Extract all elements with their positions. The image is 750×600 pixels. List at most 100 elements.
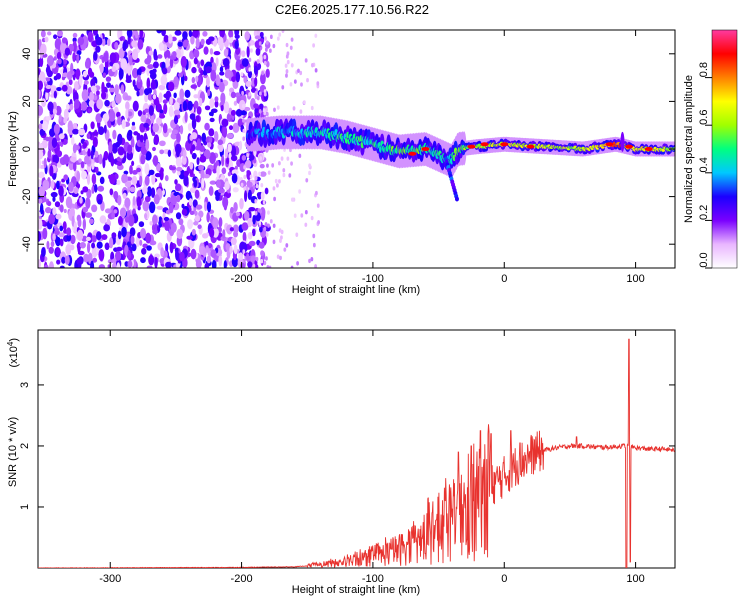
noise-cell	[241, 90, 245, 96]
noise-cell	[206, 201, 212, 213]
ridge-branch	[454, 196, 459, 202]
noise-cell	[109, 173, 116, 185]
noise-cell	[96, 90, 100, 96]
noise-cell	[91, 131, 99, 136]
noise-cell	[163, 216, 170, 222]
noise-cell	[272, 43, 276, 49]
noise-cell	[282, 172, 286, 178]
noise-cell	[64, 47, 71, 56]
noise-cell	[183, 174, 189, 187]
noise-cell	[290, 197, 294, 202]
noise-cell	[264, 222, 268, 227]
noise-cell	[260, 259, 264, 264]
noise-cell	[283, 247, 287, 252]
noise-cell	[136, 196, 142, 208]
noise-cell	[150, 114, 155, 125]
x-tick-label: 0	[501, 573, 507, 585]
noise-cell	[277, 161, 281, 166]
noise-cell	[242, 136, 246, 141]
noise-cell	[82, 70, 88, 78]
noise-cell	[258, 171, 261, 177]
noise-cell	[186, 235, 193, 240]
noise-cell	[172, 51, 177, 58]
noise-cell	[209, 48, 214, 55]
ridge-core	[273, 132, 278, 139]
noise-cell	[239, 262, 245, 268]
noise-cell	[117, 194, 122, 206]
noise-cell	[117, 116, 122, 126]
noise-cell	[232, 122, 240, 134]
noise-cell	[162, 67, 168, 75]
noise-cell	[298, 153, 302, 159]
noise-cell	[45, 115, 52, 121]
noise-cell	[72, 52, 76, 63]
snr-y-axis-label: SNR (10 * v/v)	[7, 417, 19, 487]
spectrogram-x-axis-label: Height of straight line (km)	[292, 284, 420, 296]
noise-cell	[91, 185, 95, 194]
noise-cell	[65, 244, 72, 256]
noise-cell	[278, 32, 282, 37]
noise-cell	[106, 38, 111, 47]
noise-cell	[106, 82, 111, 89]
noise-cell	[254, 90, 258, 100]
noise-cell	[175, 145, 180, 158]
noise-cell	[52, 154, 60, 164]
noise-cell	[41, 98, 47, 108]
noise-cell	[217, 36, 224, 46]
noise-cell	[244, 210, 250, 221]
noise-cell	[190, 248, 197, 260]
noise-cell	[222, 57, 230, 67]
noise-cell	[131, 243, 137, 252]
noise-cell	[247, 70, 253, 79]
noise-cell	[53, 90, 57, 99]
noise-cell	[170, 222, 177, 233]
noise-cell	[226, 157, 230, 165]
noise-cell	[76, 183, 81, 189]
noise-cell	[55, 247, 61, 257]
noise-cell	[285, 69, 289, 74]
noise-cell	[90, 121, 95, 130]
x-tick-label: 100	[626, 573, 644, 585]
noise-cell	[286, 59, 290, 65]
noise-cell	[265, 107, 268, 113]
noise-cell	[120, 58, 128, 70]
noise-cell	[108, 87, 116, 93]
noise-cell	[226, 224, 233, 235]
noise-cell	[38, 171, 45, 179]
noise-cell	[55, 213, 62, 220]
noise-cell	[58, 185, 64, 197]
noise-cell	[111, 65, 117, 72]
noise-cell	[72, 128, 79, 135]
noise-cell	[121, 173, 129, 184]
noise-cell	[175, 212, 182, 220]
noise-cell	[97, 199, 103, 205]
noise-cell	[127, 249, 132, 260]
noise-cell	[53, 34, 58, 40]
noise-cell	[104, 242, 110, 251]
noise-cell	[198, 210, 204, 218]
noise-cell	[228, 125, 234, 131]
noise-cell	[299, 70, 303, 76]
spectrogram-y-ticks: -40 -20 0 20 40	[21, 48, 675, 252]
noise-cell	[303, 100, 306, 105]
noise-cell	[106, 218, 111, 226]
noise-cell	[171, 36, 177, 42]
noise-cell	[148, 50, 154, 56]
noise-cell	[59, 265, 65, 268]
noise-cell	[199, 155, 207, 163]
y-tick-label: 1	[19, 504, 31, 510]
noise-cell	[137, 110, 143, 117]
noise-cell	[140, 154, 146, 165]
noise-cell	[271, 163, 275, 168]
noise-cell	[259, 226, 263, 233]
noise-cell	[117, 215, 123, 226]
noise-cell	[218, 81, 225, 93]
noise-cell	[124, 197, 131, 208]
noise-cell	[246, 153, 250, 158]
noise-cell	[138, 221, 145, 228]
ridge-peak	[421, 147, 430, 151]
noise-cell	[258, 53, 263, 64]
noise-cell	[131, 121, 136, 126]
noise-cell	[191, 76, 196, 84]
noise-cell	[119, 207, 127, 218]
